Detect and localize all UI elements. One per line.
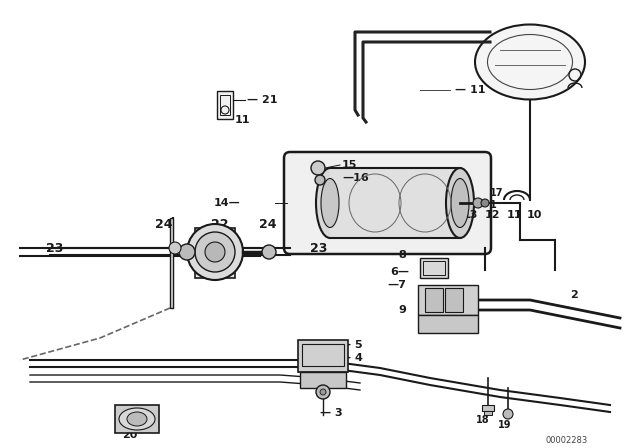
Text: 19: 19 — [499, 420, 512, 430]
Ellipse shape — [119, 408, 155, 430]
Bar — [418, 285, 478, 315]
Bar — [195, 228, 235, 278]
Text: 8: 8 — [398, 250, 406, 260]
Text: — 5: — 5 — [340, 340, 363, 350]
Text: 23: 23 — [310, 241, 328, 254]
Text: 18: 18 — [476, 415, 490, 425]
Text: 10: 10 — [527, 210, 542, 220]
Circle shape — [169, 242, 181, 254]
Bar — [300, 372, 346, 388]
Text: — 3: — 3 — [320, 408, 342, 418]
Ellipse shape — [475, 25, 585, 99]
Ellipse shape — [446, 168, 474, 238]
Bar — [423, 261, 445, 275]
Text: — 11: — 11 — [455, 85, 486, 95]
Bar — [220, 95, 230, 115]
Bar — [482, 405, 494, 411]
Text: 14—: 14— — [213, 198, 240, 208]
Ellipse shape — [321, 178, 339, 228]
Bar — [298, 340, 348, 372]
Text: 11: 11 — [235, 115, 250, 125]
Text: — 21: — 21 — [247, 95, 278, 105]
Text: 24: 24 — [259, 217, 276, 231]
Text: — 4: — 4 — [340, 353, 363, 363]
Circle shape — [503, 409, 513, 419]
Ellipse shape — [316, 168, 344, 238]
Text: —16: —16 — [342, 173, 369, 183]
Ellipse shape — [262, 245, 276, 259]
Bar — [302, 344, 344, 366]
Ellipse shape — [127, 412, 147, 426]
Circle shape — [205, 242, 225, 262]
Bar — [170, 218, 173, 308]
Text: 22: 22 — [211, 217, 228, 231]
Bar — [425, 288, 443, 312]
Text: 12: 12 — [485, 210, 500, 220]
Bar — [445, 288, 463, 312]
Circle shape — [481, 199, 489, 207]
Text: 6—: 6— — [390, 267, 409, 277]
Text: 13: 13 — [463, 210, 478, 220]
Bar — [217, 91, 233, 119]
Bar — [418, 315, 478, 333]
Text: 20: 20 — [122, 430, 138, 440]
Bar — [484, 411, 492, 415]
Bar — [420, 258, 448, 278]
Text: 15: 15 — [342, 160, 357, 170]
Text: 17: 17 — [490, 188, 504, 198]
Text: 24: 24 — [156, 217, 173, 231]
Text: 2: 2 — [570, 290, 578, 300]
Circle shape — [179, 244, 195, 260]
Bar — [115, 405, 159, 433]
Text: 9: 9 — [398, 305, 406, 315]
Text: 00002283: 00002283 — [545, 435, 588, 444]
Circle shape — [195, 232, 235, 272]
Ellipse shape — [451, 178, 469, 228]
Circle shape — [187, 224, 243, 280]
Text: 11: 11 — [507, 210, 522, 220]
Bar — [330, 168, 460, 238]
Circle shape — [473, 198, 483, 208]
Circle shape — [316, 385, 330, 399]
FancyBboxPatch shape — [284, 152, 491, 254]
Text: —7: —7 — [387, 280, 406, 290]
Text: 1: 1 — [490, 200, 497, 210]
Circle shape — [311, 161, 325, 175]
Text: 23: 23 — [46, 241, 64, 254]
Circle shape — [320, 389, 326, 395]
Circle shape — [315, 175, 325, 185]
